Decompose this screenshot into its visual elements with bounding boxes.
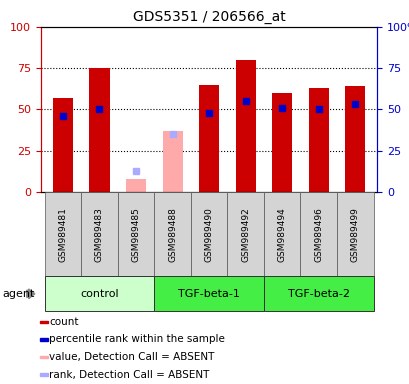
Bar: [308, 88, 328, 192]
Text: TGF-beta-1: TGF-beta-1: [178, 289, 239, 299]
Bar: [81, 192, 117, 276]
Text: GSM989492: GSM989492: [240, 207, 249, 262]
Bar: [263, 192, 300, 276]
Bar: [263, 276, 373, 311]
Text: GSM989499: GSM989499: [350, 207, 359, 262]
Text: rank, Detection Call = ABSENT: rank, Detection Call = ABSENT: [49, 369, 209, 379]
Text: TGF-beta-2: TGF-beta-2: [287, 289, 349, 299]
Text: GSM989490: GSM989490: [204, 207, 213, 262]
Text: GSM989494: GSM989494: [277, 207, 286, 262]
Bar: [227, 192, 263, 276]
Text: percentile rank within the sample: percentile rank within the sample: [49, 334, 225, 344]
Bar: [336, 192, 373, 276]
Bar: [300, 192, 336, 276]
Text: GSM989485: GSM989485: [131, 207, 140, 262]
Text: GSM989488: GSM989488: [168, 207, 177, 262]
Bar: [154, 192, 190, 276]
Bar: [53, 98, 73, 192]
Bar: [117, 192, 154, 276]
Bar: [45, 192, 81, 276]
Text: agent: agent: [2, 289, 34, 299]
Bar: [40, 321, 48, 323]
Bar: [198, 85, 219, 192]
Bar: [40, 356, 48, 359]
Bar: [162, 131, 182, 192]
Bar: [89, 68, 109, 192]
Bar: [235, 60, 255, 192]
Text: GSM989496: GSM989496: [313, 207, 322, 262]
Bar: [344, 86, 364, 192]
Text: GSM989481: GSM989481: [58, 207, 67, 262]
Text: GSM989483: GSM989483: [95, 207, 104, 262]
Bar: [40, 338, 48, 341]
Bar: [154, 276, 263, 311]
Bar: [40, 373, 48, 376]
Text: control: control: [80, 289, 119, 299]
Text: value, Detection Call = ABSENT: value, Detection Call = ABSENT: [49, 352, 214, 362]
Text: count: count: [49, 317, 79, 327]
Bar: [126, 179, 146, 192]
Bar: [45, 276, 154, 311]
Title: GDS5351 / 206566_at: GDS5351 / 206566_at: [133, 10, 285, 25]
Bar: [272, 93, 292, 192]
Bar: [190, 192, 227, 276]
